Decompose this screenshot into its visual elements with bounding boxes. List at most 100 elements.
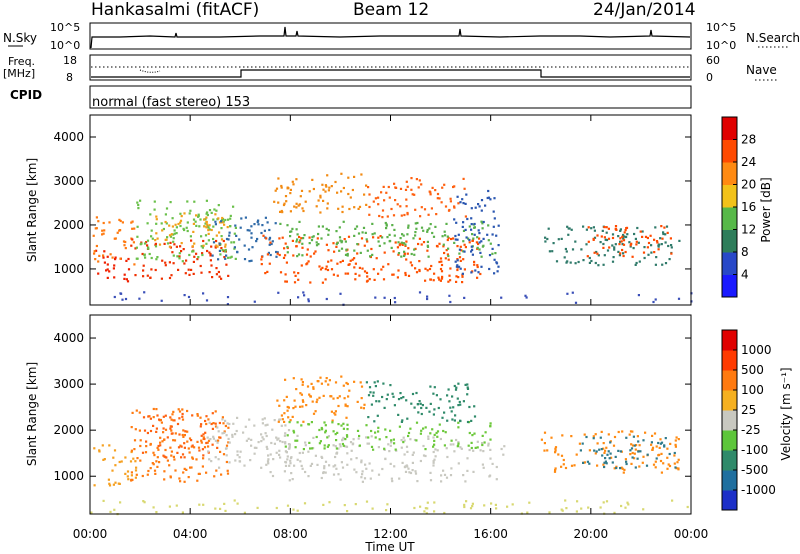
- range-gate-cell: [330, 268, 334, 271]
- range-gate-cell: [553, 470, 557, 473]
- range-gate-cell: [267, 458, 270, 461]
- range-gate-cell: [603, 226, 606, 229]
- range-gate-cell: [173, 243, 176, 246]
- range-gate-cell: [219, 253, 222, 256]
- range-gate-cell: [236, 251, 239, 254]
- range-gate-cell: [291, 180, 294, 183]
- range-gate-cell: [286, 245, 289, 249]
- range-gate-cell: [459, 403, 462, 406]
- range-gate-cell: [169, 416, 172, 419]
- range-gate-cell: [171, 413, 174, 416]
- range-gate-cell: [511, 503, 514, 506]
- range-gate-cell: [172, 455, 175, 458]
- range-gate-cell: [654, 298, 657, 301]
- range-gate-cell: [284, 242, 287, 245]
- freq-trace: [91, 69, 690, 78]
- range-gate-cell: [386, 236, 389, 239]
- range-gate-cell: [321, 225, 324, 228]
- range-gate-cell: [121, 298, 124, 301]
- y-tick-label: 1000: [53, 469, 84, 483]
- range-gate-cell: [443, 473, 447, 476]
- range-gate-cell: [278, 449, 281, 452]
- range-gate-cell: [630, 447, 634, 450]
- range-gate-cell: [253, 424, 256, 427]
- range-gate-cell: [138, 411, 141, 414]
- range-gate-cell: [267, 454, 270, 457]
- range-gate-cell: [208, 251, 211, 254]
- range-gate-cell: [405, 180, 408, 183]
- range-gate-cell: [403, 466, 406, 469]
- range-gate-cell: [666, 467, 669, 470]
- range-gate-cell: [288, 479, 291, 482]
- range-gate-cell: [113, 295, 116, 299]
- range-gate-cell: [402, 436, 405, 439]
- range-gate-cell: [399, 205, 402, 208]
- range-gate-cell: [502, 453, 505, 456]
- range-gate-cell: [312, 387, 315, 390]
- range-gate-cell: [225, 444, 229, 447]
- range-gate-cell: [651, 448, 654, 451]
- range-gate-cell: [561, 434, 564, 437]
- range-gate-cell: [325, 377, 328, 380]
- range-gate-cell: [322, 503, 325, 506]
- range-gate-cell: [338, 226, 341, 229]
- range-gate-cell: [391, 392, 394, 395]
- range-gate-cell: [225, 237, 229, 241]
- range-gate-cell: [224, 245, 227, 248]
- range-gate-cell: [393, 296, 396, 300]
- range-gate-cell: [361, 470, 364, 473]
- range-gate-cell: [396, 203, 399, 206]
- range-gate-cell: [615, 465, 618, 468]
- range-gate-cell: [631, 430, 634, 433]
- range-gate-cell: [300, 189, 304, 192]
- range-gate-cell: [366, 275, 369, 278]
- range-gate-cell: [145, 440, 148, 443]
- range-gate-cell: [345, 381, 348, 385]
- range-gate-cell: [291, 227, 294, 230]
- range-gate-cell: [674, 439, 677, 442]
- range-gate-cell: [348, 263, 351, 266]
- range-gate-cell: [297, 296, 300, 299]
- range-gate-cell: [183, 442, 186, 445]
- range-gate-cell: [488, 267, 491, 271]
- range-gate-cell: [342, 444, 345, 447]
- range-gate-cell: [430, 264, 433, 268]
- range-gate-cell: [426, 230, 429, 233]
- range-gate-cell: [287, 187, 290, 190]
- range-gate-cell: [480, 255, 483, 258]
- range-gate-cell: [301, 451, 304, 454]
- range-gate-cell: [185, 468, 188, 471]
- power-ylabel: Slant Range [km]: [25, 158, 39, 262]
- range-gate-cell: [459, 419, 462, 423]
- range-gate-cell: [593, 236, 597, 239]
- range-gate-cell: [393, 234, 396, 237]
- range-gate-cell: [130, 450, 133, 454]
- range-gate-cell: [459, 245, 462, 248]
- range-gate-cell: [399, 237, 402, 240]
- range-gate-cell: [153, 469, 157, 472]
- range-gate-cell: [260, 255, 264, 258]
- range-gate-cell: [432, 450, 435, 454]
- range-gate-cell: [206, 249, 209, 253]
- noise-right-tick-top: 10^5: [706, 21, 736, 34]
- range-gate-cell: [224, 243, 227, 246]
- range-gate-cell: [332, 430, 335, 433]
- range-gate-cell: [596, 464, 599, 467]
- range-gate-cell: [300, 393, 303, 396]
- range-gate-cell: [377, 446, 380, 449]
- range-gate-cell: [207, 450, 210, 453]
- colorbar-swatch: [722, 184, 737, 208]
- range-gate-cell: [178, 433, 181, 436]
- range-gate-cell: [342, 384, 345, 387]
- range-gate-cell: [268, 228, 271, 232]
- range-gate-cell: [250, 225, 253, 228]
- range-gate-cell: [554, 449, 557, 452]
- range-gate-cell: [619, 228, 622, 231]
- range-gate-cell: [224, 419, 227, 422]
- range-gate-cell: [191, 250, 194, 253]
- range-gate-cell: [102, 254, 105, 257]
- range-gate-cell: [163, 438, 166, 441]
- range-gate-cell: [219, 507, 222, 510]
- range-gate-cell: [410, 252, 413, 256]
